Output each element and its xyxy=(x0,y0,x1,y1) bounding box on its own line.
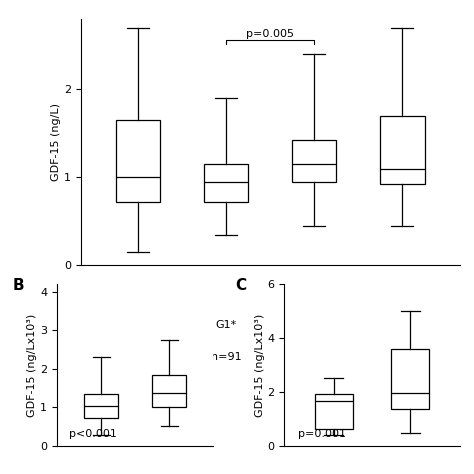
Text: B: B xyxy=(13,278,25,293)
Text: n=49: n=49 xyxy=(299,352,329,362)
PathPatch shape xyxy=(204,164,248,202)
Text: G3*: G3* xyxy=(392,319,413,329)
Y-axis label: GDF-15 (ng/L): GDF-15 (ng/L) xyxy=(51,103,61,181)
Y-axis label: GDF-15 (ng/Lx10³): GDF-15 (ng/Lx10³) xyxy=(255,313,265,417)
Text: n=78: n=78 xyxy=(122,352,153,362)
PathPatch shape xyxy=(315,394,353,429)
Text: Hyperpl.: Hyperpl. xyxy=(114,319,162,329)
Y-axis label: GDF-15 (ng/Lx10³): GDF-15 (ng/Lx10³) xyxy=(27,313,37,417)
Text: G2*: G2* xyxy=(303,319,325,329)
Text: p<0.001: p<0.001 xyxy=(69,429,117,439)
Text: p=0.005: p=0.005 xyxy=(246,29,294,39)
Text: p=0.001: p=0.001 xyxy=(299,429,346,439)
Text: G1*: G1* xyxy=(216,319,237,329)
PathPatch shape xyxy=(292,140,337,182)
Text: n=91: n=91 xyxy=(211,352,241,362)
PathPatch shape xyxy=(381,116,425,184)
Text: C: C xyxy=(235,278,246,293)
Text: n=28: n=28 xyxy=(387,352,418,362)
PathPatch shape xyxy=(84,394,118,418)
PathPatch shape xyxy=(152,374,186,407)
PathPatch shape xyxy=(116,120,160,202)
PathPatch shape xyxy=(391,349,429,409)
